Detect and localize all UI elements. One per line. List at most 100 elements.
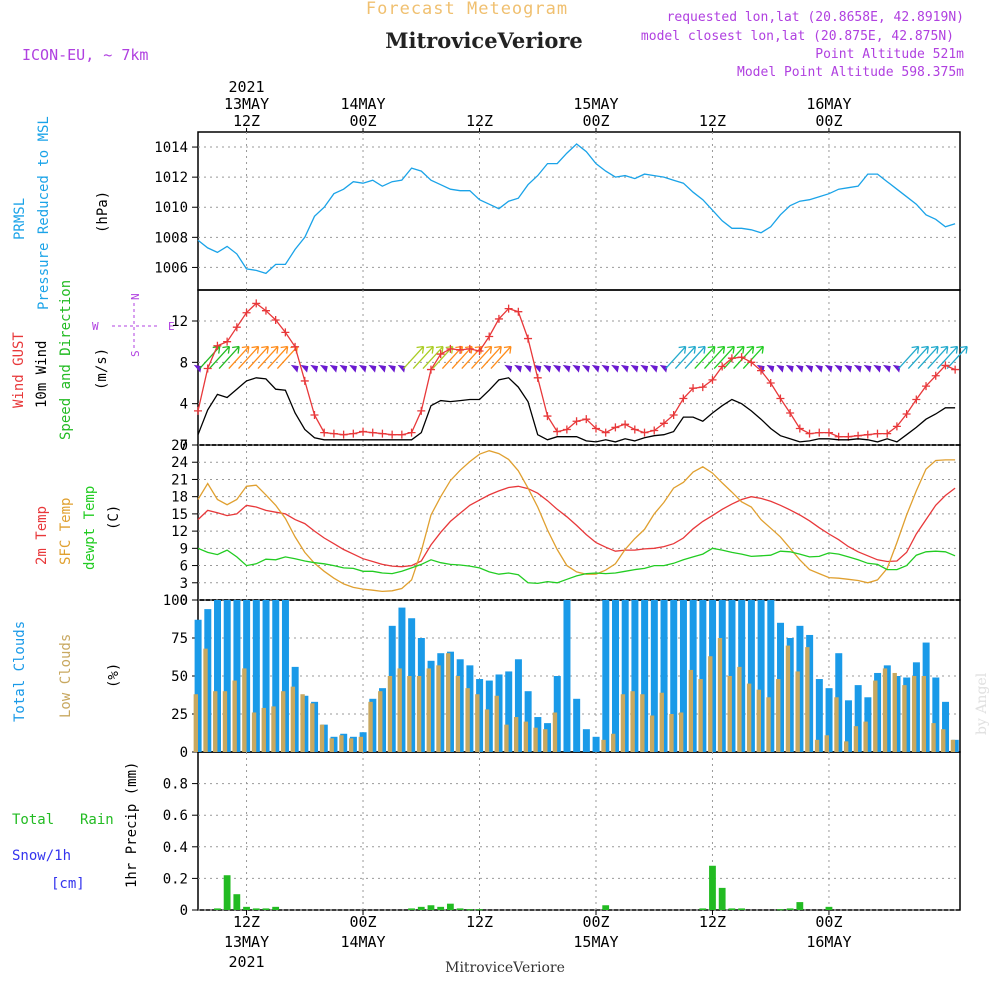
y-tick-label: 0.6 [163, 808, 188, 824]
temp-unit-label: (C) [106, 505, 122, 530]
gust-line-point [291, 342, 300, 351]
prmsl-desc-label: Pressure Reduced to MSL [36, 116, 52, 310]
y-tick-label: 15 [171, 507, 188, 523]
low-cloud-bar [455, 676, 461, 752]
wind-arrow [927, 346, 949, 369]
total-cloud-bar [709, 600, 717, 752]
y-tick-label: 1006 [154, 260, 188, 276]
wind-arrow-head [707, 345, 716, 354]
bottom-time-label: 12Z [466, 913, 493, 931]
low-cloud-bar [941, 729, 946, 752]
low-cloud-bar [921, 676, 927, 752]
low-cloud-bar [911, 676, 917, 752]
gust-line-point [329, 429, 338, 438]
y-tick-label: 3 [180, 576, 188, 592]
gust-line-point [475, 346, 484, 355]
wind-arrow-head [251, 345, 260, 354]
total-cloud-bar [631, 600, 639, 752]
low-cloud-bar [193, 694, 198, 752]
wind-arrow [276, 346, 298, 369]
precip-labels: Total Rain Snow/1h [cm] 1hr Precip (mm) [12, 762, 140, 892]
wind-arrow [824, 364, 833, 373]
low-cloud-bar [290, 686, 296, 752]
gust-line-point [271, 315, 280, 324]
wind-arrow [533, 364, 542, 373]
low-cloud-bar [426, 668, 431, 752]
low-cloud-bar [446, 653, 451, 752]
total-cloud-bar [854, 685, 862, 752]
low-cloud-bar [814, 739, 820, 752]
total-cloud-bar [602, 600, 610, 752]
y-tick-label: 75 [171, 631, 188, 647]
panel-frame [197, 444, 961, 601]
top-time-label: 12Z [466, 112, 493, 130]
gust-line-point [786, 408, 795, 417]
wind-direction-key: N S W E [92, 293, 175, 357]
low-cloud-bar [368, 701, 373, 752]
wind-arrow-head [261, 345, 269, 354]
low-cloud-bar [232, 680, 237, 752]
wind-unit-label: (m/s) [94, 348, 110, 390]
top-time-label: 14MAY [340, 95, 385, 113]
wind-arrow [640, 364, 649, 373]
panel-pressure: 1006 1008 1010 1012 1014 [154, 131, 961, 291]
low-cloud-bar [242, 668, 247, 752]
wind-arrow [490, 346, 512, 369]
gust-line-point [922, 382, 931, 391]
gust-line-point [553, 427, 562, 436]
wind-arrow [339, 364, 348, 373]
low-cloud-bar [698, 679, 703, 752]
total-cloud-bar [796, 625, 804, 752]
gust-line-point [931, 371, 940, 380]
gust-label: Wind GUST [11, 332, 27, 408]
prmsl-label: PRMSL [12, 198, 28, 240]
point-altitude: Point Altitude 521m [815, 47, 964, 62]
gust-line-point [698, 383, 707, 392]
wind-arrow [471, 346, 492, 369]
gust-line-point [417, 406, 426, 415]
wind-arrow [562, 364, 571, 373]
gust-line-point [795, 424, 804, 433]
top-time-label: 00Z [815, 112, 842, 130]
wind-arrow [514, 364, 522, 373]
wind-arrow [892, 364, 901, 373]
wind-arrow [863, 364, 872, 373]
rain-bar [825, 906, 833, 910]
total-cloud-bar [786, 638, 794, 752]
closest-coords: model closest lon,lat (20.875E, 42.875N) [641, 29, 954, 44]
low-cloud-bar [756, 689, 762, 752]
snow-unit-label: [cm] [51, 876, 85, 892]
wind-arrow [378, 364, 387, 373]
y-tick-label: 12 [171, 524, 188, 540]
wind-arrow [267, 346, 289, 369]
y-tick-label: 27 [171, 438, 188, 454]
low-cloud-bar [523, 721, 529, 752]
low-cloud-bar [727, 676, 732, 752]
wind-arrow-head [270, 345, 279, 354]
gust-line-point [941, 361, 950, 370]
wind-arrow-head [746, 345, 755, 354]
wind-dir-label: Speed and Direction [58, 280, 74, 440]
total-cloud-bar [281, 600, 289, 752]
wind-arrow [257, 346, 279, 369]
total-cloud-bar [592, 736, 600, 752]
low-cloud-bar [611, 733, 616, 752]
top-time-label: 00Z [582, 112, 609, 130]
low-cloud-bar [339, 735, 344, 752]
wind-arrow [368, 364, 377, 373]
bottom-time-label: 14MAY [340, 933, 385, 951]
wind-labels: Wind GUST 10m Wind Speed and Direction (… [11, 280, 175, 440]
bottom-time-label: 13MAY [224, 933, 269, 951]
gust-line-point [669, 411, 678, 420]
wind-arrow [552, 364, 561, 373]
low-cloud-bar [358, 736, 364, 752]
top-time-label: 2021 [228, 78, 264, 96]
wind-arrow-head [241, 345, 250, 354]
panel-frame [197, 131, 961, 291]
low-cloud-bar [669, 714, 674, 752]
low-cloud-bar [261, 707, 266, 752]
gust-line-point [659, 419, 668, 428]
wind-arrow [387, 364, 396, 373]
dewpt-label: dewpt Temp [82, 486, 98, 570]
